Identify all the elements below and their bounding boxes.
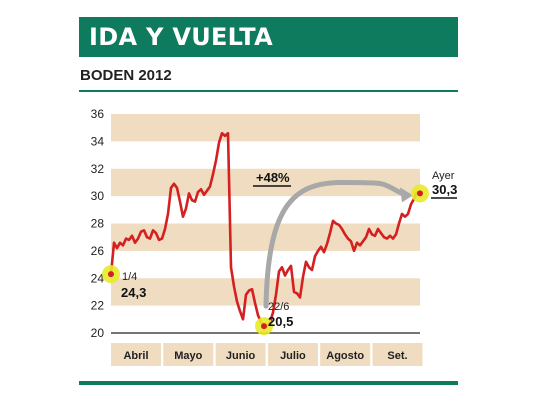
x-tick-label: Junio: [226, 350, 256, 362]
chart-title: IDA Y VUELTA: [89, 23, 273, 51]
y-tick-label: 28: [91, 217, 105, 231]
y-tick-label: 22: [91, 299, 105, 313]
data-point: [417, 190, 423, 197]
y-tick-label: 26: [91, 244, 105, 258]
y-tick-label: 24: [91, 271, 105, 285]
month-box: [372, 343, 423, 366]
x-axis: Abril Mayo Junio Julio Agosto Set.: [111, 332, 423, 366]
data-point: [108, 271, 114, 278]
highlight-markers: [102, 184, 429, 336]
month-box: [111, 343, 161, 366]
start-date-label: 1/4: [122, 271, 137, 283]
top-divider: [79, 90, 458, 92]
x-tick-label: Mayo: [174, 350, 202, 362]
grid-band: [111, 114, 420, 142]
x-tick-label: Set.: [387, 350, 407, 362]
data-point: [261, 323, 267, 330]
month-box: [320, 343, 371, 366]
min-date-label: 22/6: [268, 301, 289, 313]
y-tick-label: 34: [91, 134, 105, 148]
percent-change-label: +48%: [256, 170, 290, 185]
chart-subtitle: BODEN 2012: [80, 67, 172, 84]
y-tick-label: 30: [91, 189, 105, 203]
month-box: [267, 343, 318, 366]
title-banner: IDA Y VUELTA: [79, 17, 458, 57]
y-tick-label: 32: [91, 162, 105, 176]
arrow-curve: [263, 179, 407, 309]
month-box: [215, 343, 266, 366]
x-tick-label: Agosto: [326, 350, 364, 362]
y-tick-label: 20: [91, 326, 105, 340]
min-value-label: 20,5: [268, 314, 293, 329]
start-value-label: 24,3: [121, 285, 146, 300]
arrow-head: [400, 187, 413, 203]
end-date-label: Ayer: [432, 170, 455, 182]
increase-arrow: +48%: [253, 170, 413, 309]
x-tick-label: Abril: [123, 350, 148, 362]
y-tick-label: 36: [91, 107, 105, 121]
x-tick-label: Julio: [280, 350, 306, 362]
bottom-divider: [79, 381, 458, 385]
y-axis: 20 22 24 26 28 30 32 34 36: [91, 107, 105, 340]
month-box: [163, 343, 214, 366]
end-value-label: 30,3: [432, 182, 457, 197]
